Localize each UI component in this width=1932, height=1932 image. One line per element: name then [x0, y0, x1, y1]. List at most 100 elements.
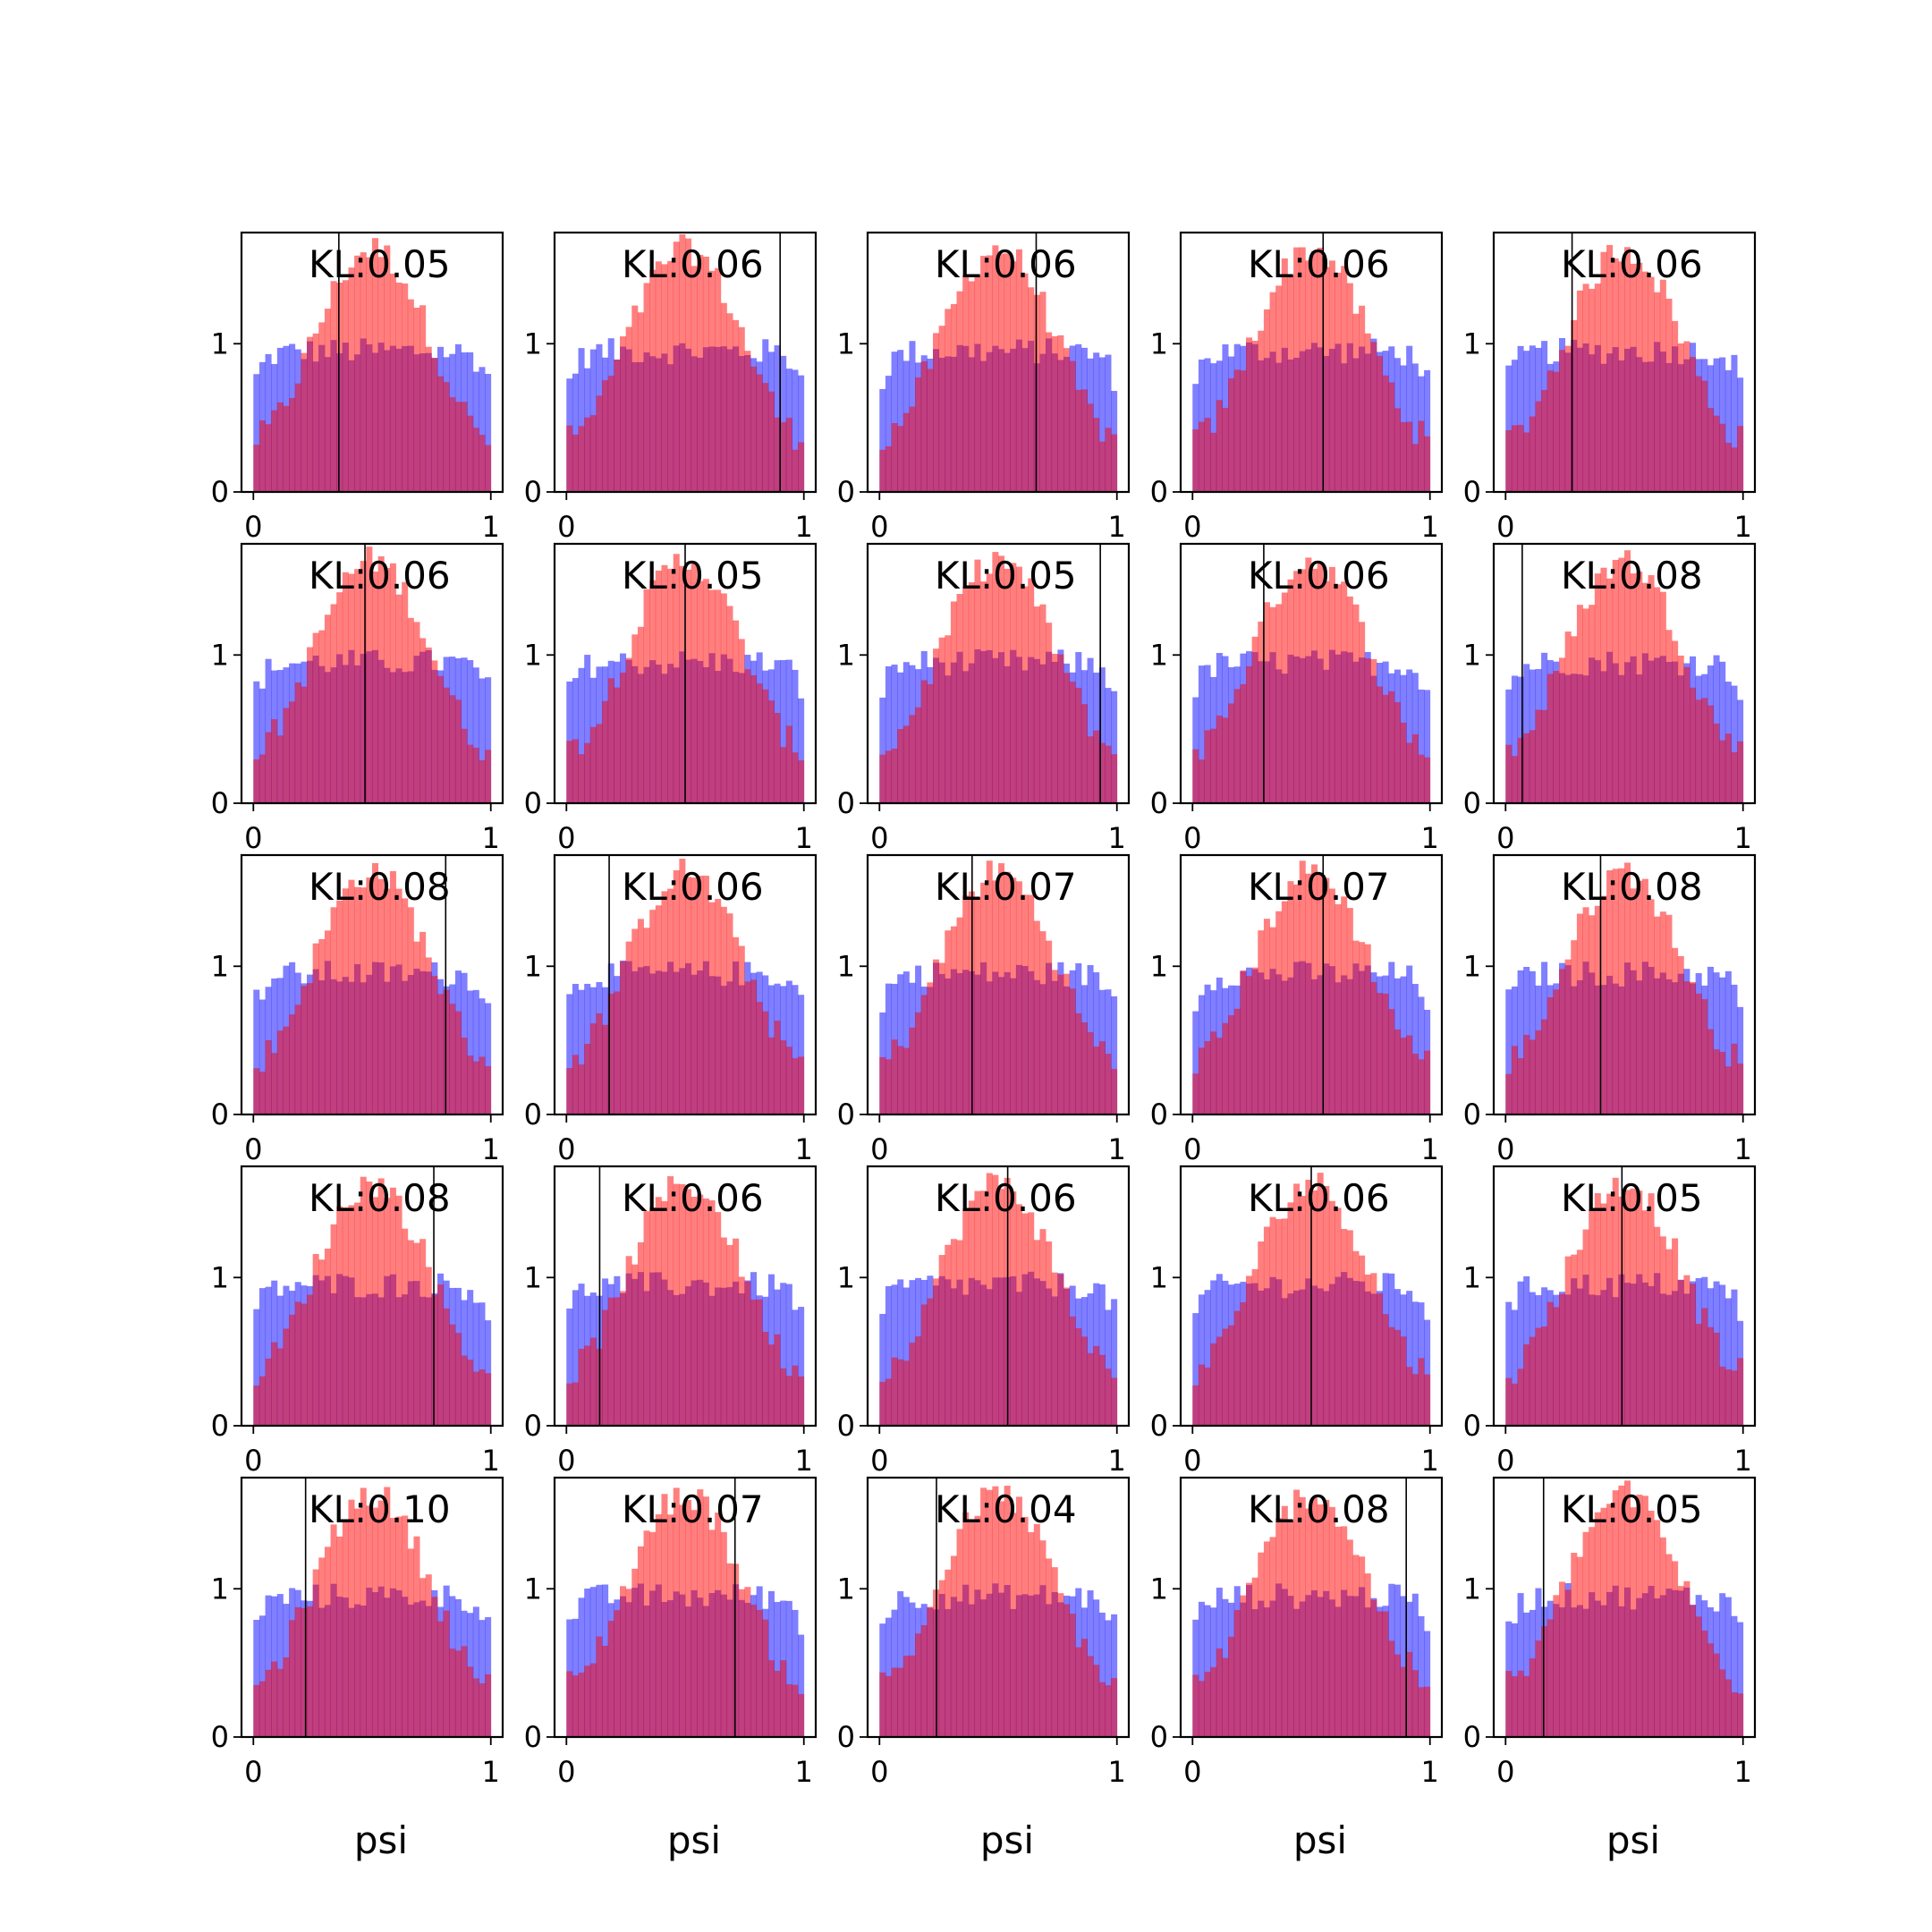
hist-bar-blue: [780, 659, 787, 803]
hist-bar-red: [1576, 1250, 1583, 1426]
hist-bar-red: [715, 589, 722, 803]
histogram-bars: [1192, 557, 1431, 803]
hist-bar-red: [1269, 606, 1276, 803]
hist-bar-blue: [467, 660, 474, 803]
hist-bar-red: [1546, 674, 1554, 803]
x-tick-label: 1: [1421, 1755, 1439, 1789]
y-tick-label: 1: [1463, 949, 1481, 983]
hist-bar-red: [566, 1383, 573, 1426]
hist-bar-red: [661, 1200, 668, 1426]
y-tick-label: 0: [1463, 1409, 1481, 1443]
kl-annotation: KL:0.06: [622, 865, 764, 909]
hist-bar-red: [625, 657, 632, 803]
hist-bar-red: [1737, 1693, 1744, 1737]
hist-bar-red: [276, 735, 284, 803]
hist-bar-red: [1275, 1218, 1283, 1426]
hist-bar-red: [1388, 691, 1395, 803]
hist-bar-blue: [885, 1285, 892, 1426]
hist-bar-blue: [258, 999, 266, 1114]
kl-annotation: KL:0.05: [935, 554, 1077, 597]
kl-annotation: KL:0.05: [1561, 1487, 1703, 1531]
hist-bar-blue: [891, 1284, 898, 1426]
hist-bar-red: [1033, 1240, 1040, 1426]
kl-annotation: KL:0.05: [622, 554, 764, 597]
hist-bar-red: [1087, 1352, 1094, 1426]
hist-bar-red: [1063, 1287, 1071, 1426]
hist-bar-red: [1233, 1310, 1241, 1426]
hist-bar-red: [1323, 267, 1330, 492]
hist-bar-red: [673, 242, 680, 492]
hist-bar-red: [1719, 423, 1726, 492]
hist-bar-red: [1505, 1377, 1513, 1426]
hist-bar-red: [1737, 1358, 1744, 1426]
hist-bar-red: [697, 876, 704, 1114]
kl-annotation: KL:0.04: [935, 1487, 1077, 1531]
hist-bar-blue: [1111, 996, 1118, 1114]
hist-bar-red: [726, 606, 733, 803]
hist-bar-red: [1523, 1035, 1530, 1114]
kl-annotation: KL:0.06: [1248, 242, 1390, 286]
hist-bar-red: [1069, 1614, 1076, 1737]
hist-bar-red: [879, 449, 886, 492]
hist-bar-red: [1690, 981, 1697, 1114]
hist-bar-red: [1690, 1284, 1697, 1426]
histogram-bars: [1192, 1173, 1431, 1426]
panel-5: 0 1 0 1 KL:0.06: [1463, 231, 1757, 544]
hist-bar-red: [697, 254, 704, 492]
histogram-bars: [879, 860, 1118, 1114]
kl-annotation: KL:0.08: [309, 1176, 451, 1220]
hist-bar-red: [1251, 340, 1258, 492]
hist-bar-red: [1535, 1030, 1542, 1114]
hist-bar-blue: [479, 998, 486, 1114]
hist-bar-red: [1641, 582, 1648, 803]
x-tick-label: 1: [482, 821, 500, 855]
hist-bar-red: [431, 660, 438, 803]
hist-bar-red: [1624, 247, 1631, 492]
hist-bar-red: [602, 1309, 609, 1426]
hist-bar-red: [1210, 1666, 1217, 1737]
hist-bar-red: [307, 983, 314, 1114]
hist-bar-blue: [1737, 1622, 1744, 1737]
hist-bar-red: [938, 1580, 945, 1737]
hist-bar-red: [792, 1058, 799, 1114]
hist-bar-blue: [253, 1309, 260, 1426]
hist-bar-red: [1328, 1506, 1335, 1737]
y-tick-label: 1: [1150, 949, 1168, 983]
hist-bar-blue: [879, 1313, 886, 1426]
hist-bar-red: [602, 380, 609, 492]
hist-bar-red: [1600, 1507, 1607, 1737]
hist-bar-blue: [1719, 977, 1726, 1114]
hist-bar-red: [384, 888, 391, 1114]
hist-bar-blue: [798, 698, 805, 803]
hist-bar-red: [1346, 596, 1353, 803]
hist-bar-red: [920, 360, 928, 492]
hist-bar-red: [1600, 251, 1607, 492]
histogram-bars: [566, 554, 805, 803]
hist-bar-blue: [1411, 1593, 1419, 1737]
hist-bar-red: [402, 581, 409, 803]
hist-bar-red: [691, 877, 698, 1114]
hist-bar-red: [933, 959, 940, 1114]
hist-bar-red: [402, 1228, 409, 1426]
hist-bar-red: [1424, 757, 1431, 803]
panel-3: 0 1 0 1 KL:0.06: [837, 231, 1131, 544]
hist-bar-red: [253, 445, 260, 492]
hist-bar-red: [1612, 258, 1619, 492]
hist-bar-red: [780, 1040, 787, 1114]
hist-bar-red: [1233, 369, 1241, 492]
hist-bar-red: [956, 917, 963, 1114]
hist-bar-red: [1559, 969, 1566, 1114]
x-tick-label: 1: [1108, 1755, 1126, 1789]
axes-frame: [240, 853, 504, 1116]
hist-bar-red: [756, 1002, 763, 1114]
hist-bar-red: [1517, 737, 1524, 803]
hist-bar-red: [909, 1655, 916, 1737]
hist-bar-red: [1098, 1682, 1106, 1737]
hist-bar-red: [938, 637, 945, 803]
hist-bar-blue: [1105, 989, 1112, 1114]
hist-bar-blue: [1523, 1612, 1530, 1737]
hist-bar-red: [1063, 973, 1071, 1114]
y-tick-label: 0: [524, 1409, 542, 1443]
hist-bar-red: [885, 1378, 892, 1426]
hist-bar-blue: [897, 974, 904, 1114]
